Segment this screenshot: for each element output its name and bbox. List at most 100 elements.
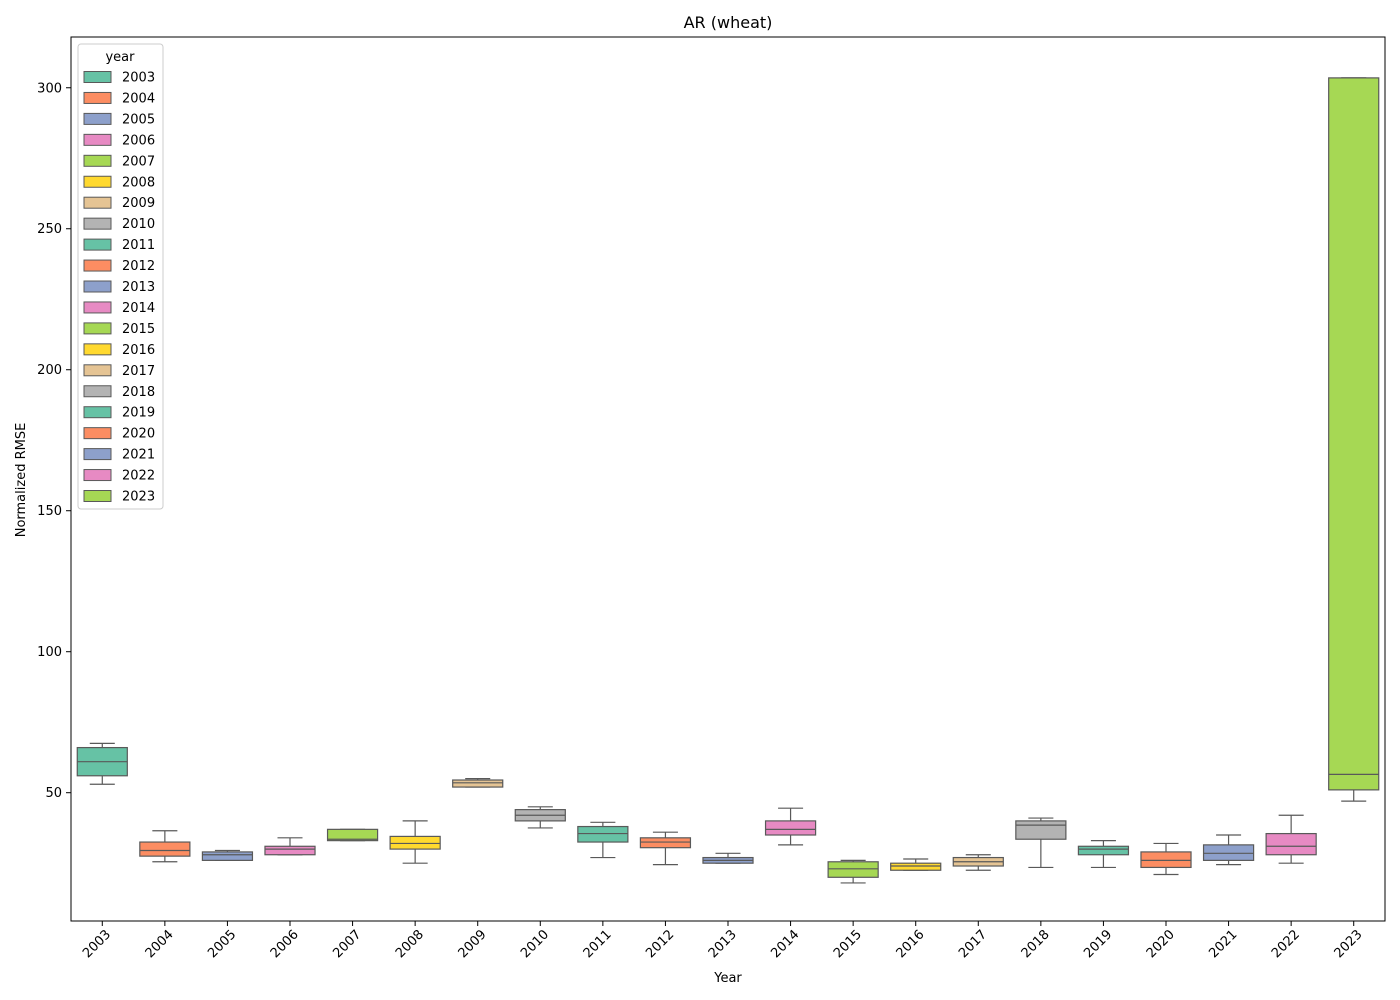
legend-swatch-2012 [83, 259, 112, 272]
legend-item-2010: 2010 [83, 217, 155, 232]
box-rect-2023 [1328, 77, 1380, 791]
legend-label-2012: 2012 [122, 259, 155, 274]
legend-swatch-2009 [83, 196, 112, 209]
legend-swatch-2018 [83, 385, 112, 398]
y-tick-label-150: 150 [37, 504, 62, 519]
legend-title: year [105, 50, 135, 65]
box-2010 [514, 806, 566, 829]
box-2016 [890, 858, 942, 871]
box-rect-2006 [264, 845, 316, 856]
boxes-group [76, 77, 1380, 884]
legend-swatch-2023 [83, 490, 112, 502]
box-2009 [452, 778, 504, 788]
legend-label-2006: 2006 [122, 133, 155, 148]
box-rect-2020 [1140, 851, 1192, 869]
legend-label-2020: 2020 [122, 427, 155, 442]
legend-swatch-2010 [83, 217, 112, 230]
box-rect-2022 [1265, 832, 1317, 856]
box-rect-2012 [639, 837, 692, 849]
box-2021 [1202, 834, 1255, 866]
legend-item-2021: 2021 [83, 448, 155, 463]
y-tick-label-300: 300 [37, 81, 62, 96]
box-rect-2014 [764, 820, 817, 836]
legend-label-2010: 2010 [122, 217, 155, 232]
legend-label-2016: 2016 [122, 343, 155, 358]
legend-swatch-2019 [83, 406, 112, 419]
x-tick-label-2014: 2014 [768, 927, 802, 961]
box-rect-2011 [577, 825, 629, 843]
legend-label-2005: 2005 [122, 112, 155, 127]
legend-swatch-2013 [83, 280, 112, 293]
box-rect-2004 [139, 841, 191, 857]
box-2017 [952, 854, 1004, 871]
legend-item-2018: 2018 [83, 385, 155, 400]
box-rect-2008 [389, 835, 441, 850]
x-tick-label-2012: 2012 [643, 927, 677, 961]
box-2023 [1328, 77, 1380, 802]
box-2022 [1265, 814, 1317, 864]
plot-frame [70, 36, 1386, 922]
legend-item-2009: 2009 [83, 196, 155, 211]
box-2020 [1140, 842, 1192, 876]
x-tick-label-2013: 2013 [706, 927, 740, 961]
legend-label-2003: 2003 [122, 71, 155, 86]
x-tick-label-2011: 2011 [581, 927, 615, 961]
x-tick-label-2004: 2004 [143, 927, 177, 961]
legend-swatch-2005 [83, 112, 112, 125]
x-tick-label-2003: 2003 [80, 927, 114, 961]
box-rect-2007 [326, 828, 379, 842]
legend-swatch-2021 [83, 448, 112, 461]
y-tick-label-250: 250 [37, 222, 62, 237]
box-rect-2005 [201, 851, 254, 861]
legend-label-2007: 2007 [122, 154, 155, 169]
legend-label-2011: 2011 [122, 238, 155, 253]
legend-label-2017: 2017 [122, 364, 155, 379]
x-tick-label-2020: 2020 [1144, 927, 1178, 961]
legend-label-2018: 2018 [122, 385, 155, 400]
x-tick-label-2022: 2022 [1269, 927, 1303, 961]
legend-item-2007: 2007 [83, 154, 155, 169]
y-axis: 50 100 150 200 250 300 [37, 81, 71, 801]
legend-item-2017: 2017 [83, 364, 155, 379]
legend-swatch-2015 [83, 322, 112, 335]
legend-item-2020: 2020 [83, 427, 155, 442]
legend-item-2011: 2011 [83, 238, 155, 253]
legend-item-2013: 2013 [83, 280, 155, 295]
box-2013 [702, 852, 754, 864]
legend-label-2021: 2021 [122, 448, 155, 463]
legend-swatch-2011 [83, 238, 112, 251]
legend-swatch-2007 [83, 154, 112, 167]
x-tick-label-2018: 2018 [1019, 927, 1053, 961]
box-2003 [76, 742, 128, 785]
legend: year 2003 2004 2005 2006 2007 2008 2009 2010 201… [77, 43, 164, 510]
legend-items: 2003 2004 2005 2006 2007 2008 2009 2010 2011 2012… [83, 71, 155, 505]
legend-swatch-2004 [83, 91, 112, 104]
box-rect-2016 [890, 862, 942, 871]
legend-label-2019: 2019 [122, 406, 155, 421]
y-tick-label-100: 100 [37, 645, 62, 660]
legend-label-2015: 2015 [122, 322, 155, 337]
box-rect-2021 [1202, 844, 1255, 861]
box-rect-2009 [452, 779, 504, 788]
box-2018 [1015, 817, 1067, 869]
x-tick-label-2008: 2008 [393, 927, 427, 961]
legend-swatch-2016 [83, 343, 112, 356]
x-axis: 2003 2004 2005 2006 2007 2008 2009 2010 2011 2012… [80, 921, 1366, 961]
legend-swatch-2014 [83, 301, 112, 314]
y-axis-label: Normalized RMSE [14, 423, 29, 538]
legend-swatch-2020 [83, 427, 112, 440]
legend-label-2004: 2004 [122, 91, 155, 106]
x-tick-label-2005: 2005 [205, 927, 239, 961]
y-tick-label-200: 200 [37, 363, 62, 378]
legend-item-2008: 2008 [83, 175, 155, 190]
legend-label-2023: 2023 [122, 490, 155, 505]
box-2007 [326, 828, 379, 842]
legend-swatch-2006 [83, 133, 112, 146]
legend-item-2003: 2003 [83, 71, 155, 86]
box-rect-2018 [1015, 820, 1067, 840]
box-2011 [577, 821, 629, 859]
box-2004 [139, 830, 191, 863]
x-tick-label-2006: 2006 [268, 927, 302, 961]
box-2014 [764, 807, 817, 846]
